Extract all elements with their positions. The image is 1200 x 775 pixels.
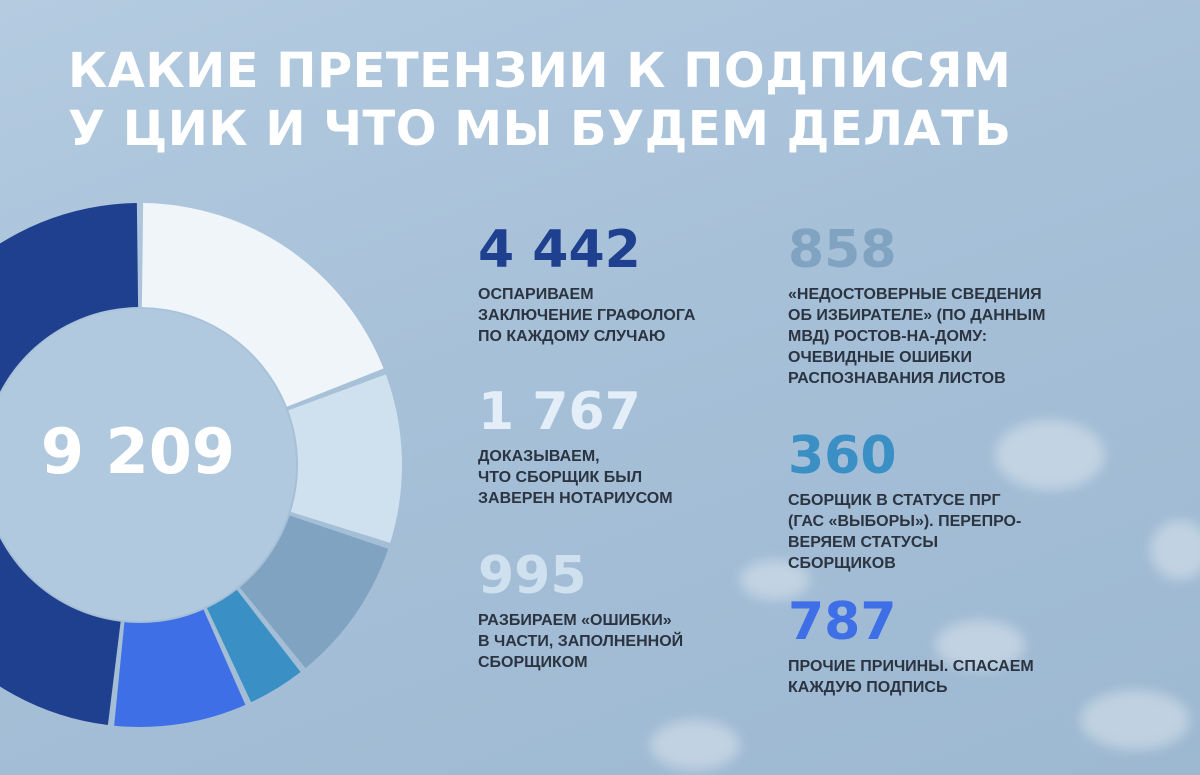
stat-line: СБОРЩИКОМ: [478, 654, 588, 671]
donut-hole: [0, 309, 296, 621]
stat-line: «НЕДОСТОВЕРНЫЕ СВЕДЕНИЯ: [788, 286, 1042, 303]
snow-blob-6: [740, 560, 810, 600]
stat-line: ОСПАРИВАЕМ: [478, 286, 594, 303]
stat-line: СБОРЩИК В СТАТУСЕ ПРГ: [788, 492, 1001, 509]
stat-other-reasons: 787 ПРОЧИЕ ПРИЧИНЫ. СПАСАЕМ КАЖДУЮ ПОДПИ…: [788, 594, 1034, 698]
title-line-2: У ЦИК И ЧТО МЫ БУДЕМ ДЕЛАТЬ: [68, 101, 1012, 157]
stat-number: 4 442: [478, 220, 641, 280]
stat-line: (ГАС «ВЫБОРЫ»). ПЕРЕПРО-: [788, 513, 1022, 530]
snow-blob-5: [650, 720, 740, 770]
title-line-1: КАКИЕ ПРЕТЕНЗИИ К ПОДПИСЯМ: [68, 43, 1012, 99]
stat-line: ОБ ИЗБИРАТЕЛЕ» (ПО ДАННЫМ: [788, 307, 1046, 324]
stat-line: КАЖДУЮ ПОДПИСЬ: [788, 679, 948, 696]
stat-line: В ЧАСТИ, ЗАПОЛНЕННОЙ: [478, 633, 684, 650]
stat-unreliable-info: 858 «НЕДОСТОВЕРНЫЕ СВЕДЕНИЯ ОБ ИЗБИРАТЕЛ…: [788, 222, 1045, 389]
snow-blob-1: [995, 420, 1105, 490]
stat-description: РАЗБИРАЕМ «ОШИБКИ» В ЧАСТИ, ЗАПОЛНЕННОЙ …: [478, 610, 683, 673]
stat-line: РАСПОЗНАВАНИЯ ЛИСТОВ: [788, 370, 1006, 387]
donut-slice-1767: [141, 203, 384, 407]
snow-blob-3: [935, 620, 1025, 670]
stat-description: ДОКАЗЫВАЕМ, ЧТО СБОРЩИК БЫЛ ЗАВЕРЕН НОТА…: [478, 446, 673, 509]
stat-number: 995: [478, 546, 587, 606]
stat-description: ОСПАРИВАЕМ ЗАКЛЮЧЕНИЕ ГРАФОЛОГА ПО КАЖДО…: [478, 284, 695, 347]
stat-line: ВЕРЯЕМ СТАТУСЫ: [788, 534, 939, 551]
page-title: КАКИЕ ПРЕТЕНЗИИ К ПОДПИСЯМ У ЦИК И ЧТО М…: [68, 42, 1012, 158]
stat-line: РАЗБИРАЕМ «ОШИБКИ»: [478, 612, 672, 629]
stat-graphologist: 4 442 ОСПАРИВАЕМ ЗАКЛЮЧЕНИЕ ГРАФОЛОГА ПО…: [478, 222, 695, 347]
stat-description: «НЕДОСТОВЕРНЫЕ СВЕДЕНИЯ ОБ ИЗБИРАТЕЛЕ» (…: [788, 284, 1045, 389]
stat-line: ОЧЕВИДНЫЕ ОШИБКИ: [788, 349, 972, 366]
stat-line: МВД) РОСТОВ-НА-ДОМУ:: [788, 328, 988, 345]
stat-prg-status: 360 СБОРЩИК В СТАТУСЕ ПРГ (ГАС «ВЫБОРЫ»)…: [788, 428, 1021, 574]
donut-slice-858: [239, 515, 389, 669]
stat-number: 1 767: [478, 382, 641, 442]
stat-description: СБОРЩИК В СТАТУСЕ ПРГ (ГАС «ВЫБОРЫ»). ПЕ…: [788, 490, 1021, 574]
stat-line: ПО КАЖДОМУ СЛУЧАЮ: [478, 328, 666, 345]
donut-slice-4442: [0, 203, 139, 726]
stat-line: ПРОЧИЕ ПРИЧИНЫ. СПАСАЕМ: [788, 658, 1034, 675]
stat-line: ЗАКЛЮЧЕНИЕ ГРАФОЛОГА: [478, 307, 696, 324]
stat-description: ПРОЧИЕ ПРИЧИНЫ. СПАСАЕМ КАЖДУЮ ПОДПИСЬ: [788, 656, 1034, 698]
donut-slice-360: [207, 589, 301, 703]
donut-slice-995: [288, 374, 402, 543]
donut-slice-787: [114, 609, 246, 728]
donut-chart: [0, 203, 402, 728]
snow-blob-2: [1150, 520, 1200, 580]
stat-notary: 1 767 ДОКАЗЫВАЕМ, ЧТО СБОРЩИК БЫЛ ЗАВЕРЕ…: [478, 384, 673, 509]
stat-line: СБОРЩИКОВ: [788, 555, 896, 572]
stat-number: 787: [788, 592, 897, 652]
stat-collector-errors: 995 РАЗБИРАЕМ «ОШИБКИ» В ЧАСТИ, ЗАПОЛНЕН…: [478, 548, 683, 673]
stat-number: 858: [788, 220, 897, 280]
stat-line: ЗАВЕРЕН НОТАРИУСОМ: [478, 490, 673, 507]
stat-number: 360: [788, 426, 897, 486]
snow-blob-4: [1080, 690, 1190, 750]
stat-line: ЧТО СБОРЩИК БЫЛ: [478, 469, 643, 486]
stat-line: ДОКАЗЫВАЕМ,: [478, 448, 600, 465]
total-count: 9 209: [40, 415, 236, 488]
